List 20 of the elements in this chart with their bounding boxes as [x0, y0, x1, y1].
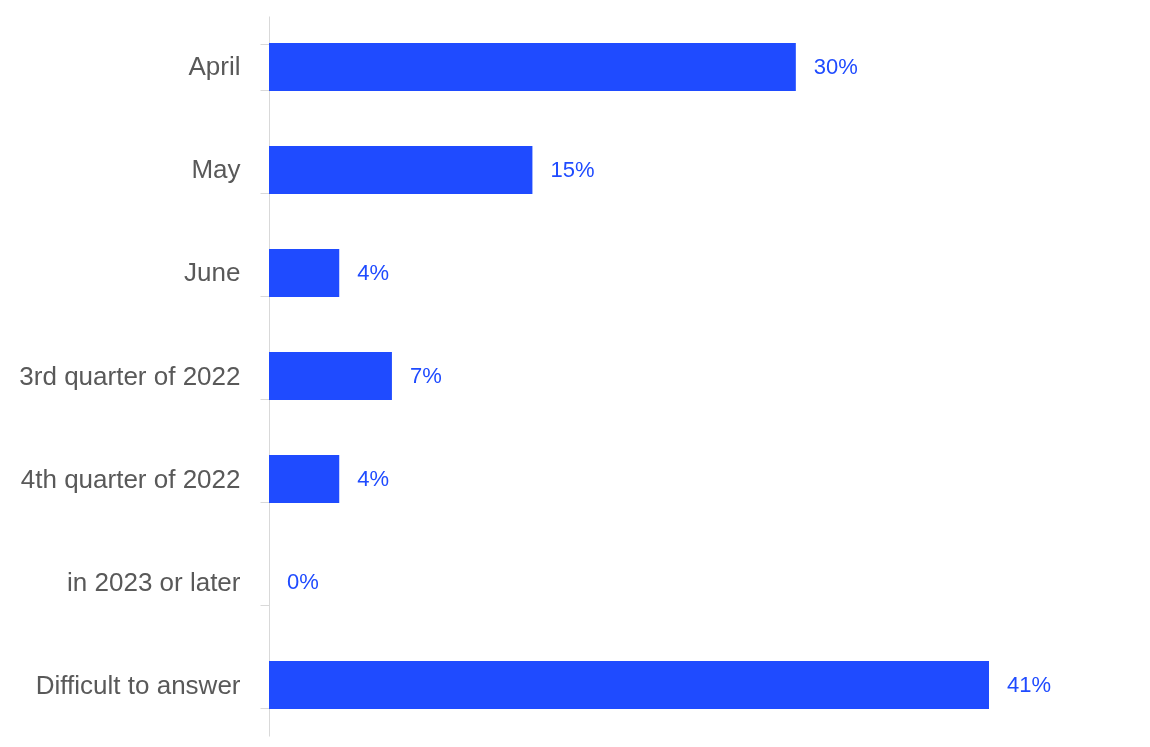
y-tick-label: April [188, 51, 241, 82]
bar [269, 249, 340, 297]
y-tick-label: May [191, 154, 241, 185]
bar [269, 352, 392, 400]
data-label: 0% [287, 569, 319, 595]
data-label: 4% [357, 466, 390, 491]
y-tick-label: 4th quarter of 2022 [20, 463, 241, 494]
data-label: 15% [550, 156, 595, 182]
y-tick-label: June [184, 257, 241, 288]
bar [269, 455, 340, 503]
bar [269, 42, 796, 91]
y-tick-label: in 2023 or later [67, 566, 241, 597]
y-tick-label: Difficult to answer [35, 669, 241, 700]
data-label: 30% [813, 53, 858, 79]
y-tick-label: 3rd quarter of 2022 [19, 360, 241, 391]
data-label: 7% [409, 363, 442, 388]
bar [269, 661, 989, 710]
bar [269, 145, 533, 194]
data-label: 4% [357, 260, 390, 285]
data-label: 41% [1007, 672, 1052, 698]
